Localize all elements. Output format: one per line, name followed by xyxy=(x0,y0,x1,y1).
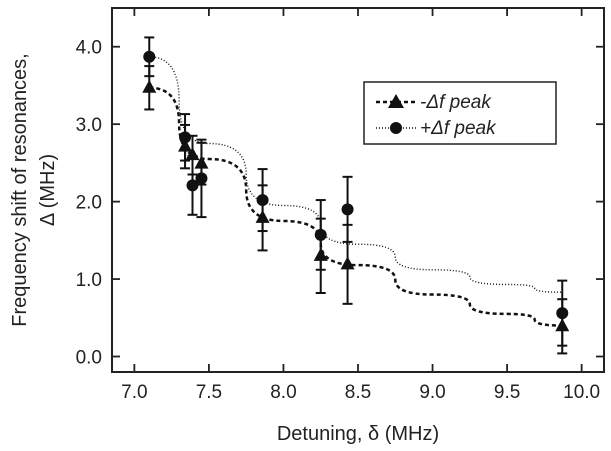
data-point-circle-1 xyxy=(179,131,192,144)
x-tick-label-5: 9.5 xyxy=(494,382,520,403)
data-point-triangle-6 xyxy=(340,256,355,270)
data-point-circle-6 xyxy=(341,203,354,216)
data-point-circle-7 xyxy=(556,307,569,320)
legend-circle-marker xyxy=(390,122,402,134)
data-point-triangle-3 xyxy=(194,155,209,169)
x-axis-title: Detuning, δ (MHz) xyxy=(277,423,439,445)
x-tick-label-3: 8.5 xyxy=(345,382,371,403)
ticks xyxy=(112,8,604,372)
data-point-circle-5 xyxy=(314,228,327,241)
data-point-circle-4 xyxy=(256,194,269,207)
x-tick-label-0: 7.0 xyxy=(121,382,147,403)
data-point-triangle-5 xyxy=(313,247,328,261)
data-point-triangle-7 xyxy=(555,318,570,332)
y-tick-label-1: 1.0 xyxy=(76,270,102,291)
data-point-triangle-1 xyxy=(178,138,193,152)
data-point-triangle-2 xyxy=(185,147,200,161)
data-point-circle-3 xyxy=(195,172,208,185)
data-point-circle-2 xyxy=(186,179,199,192)
tick-labels: 7.0 7.5 8.0 8.5 9.0 9.5 10.0 0.0 1.0 2.0 3.0 4.0 xyxy=(76,38,601,403)
y-axis-title-line2: Δ (MHz) xyxy=(37,154,59,226)
fit-curve-series-0 xyxy=(149,86,563,327)
x-tick-label-1: 7.5 xyxy=(196,382,222,403)
fit-lines xyxy=(149,56,563,327)
x-tick-label-4: 9.0 xyxy=(419,382,445,403)
x-tick-label-6: 10.0 xyxy=(563,382,600,403)
y-tick-label-4: 4.0 xyxy=(76,38,102,59)
plot-frame xyxy=(111,7,605,373)
markers xyxy=(142,50,570,332)
data-point-triangle-4 xyxy=(255,209,270,223)
y-tick-label-2: 2.0 xyxy=(76,193,102,214)
data-point-circle-0 xyxy=(143,50,156,63)
legend: -Δf peak +Δf peak xyxy=(363,81,557,145)
x-tick-label-2: 8.0 xyxy=(270,382,296,403)
legend-triangle-marker xyxy=(388,94,404,108)
legend-label-neg: -Δf peak xyxy=(420,92,492,113)
y-tick-label-0: 0.0 xyxy=(76,348,102,369)
y-tick-label-3: 3.0 xyxy=(76,115,102,136)
y-axis-title-line1: Frequency shift of resonances, xyxy=(9,53,31,326)
data-point-triangle-0 xyxy=(142,79,157,93)
legend-label-pos: +Δf peak xyxy=(420,118,497,139)
